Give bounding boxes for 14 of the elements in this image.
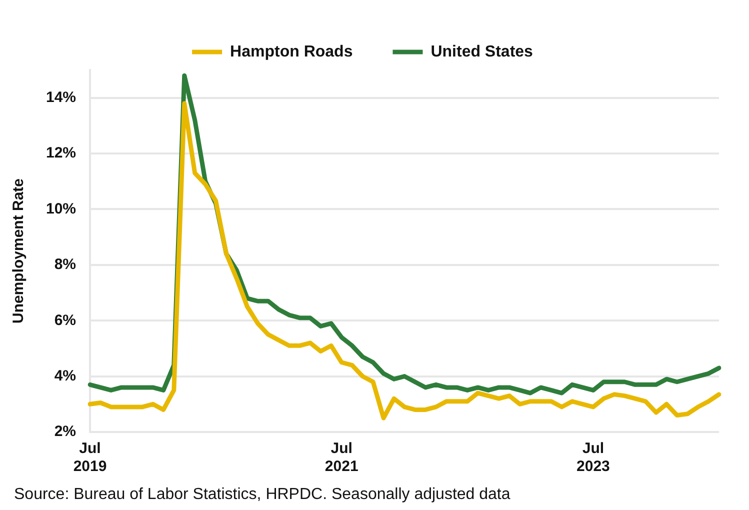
y-tick-label: 12% <box>46 144 76 162</box>
x-tick-label: Jul 2019 <box>73 440 107 476</box>
y-tick-label: 6% <box>54 312 76 329</box>
y-tick-label: 2% <box>54 423 76 440</box>
y-axis-title: Unemployment Rate <box>10 178 28 324</box>
y-tick-label: 8% <box>54 256 76 274</box>
x-tick-label: Jul 2023 <box>576 440 610 476</box>
y-tick-label: 14% <box>46 88 76 106</box>
legend-label: United States <box>430 43 534 60</box>
y-tick-label: 10% <box>46 200 76 218</box>
y-tick-label: 4% <box>54 367 76 384</box>
source-note: Source: Bureau of Labor Statistics, HRPDC. Seasonally adjusted data <box>14 486 510 504</box>
x-tick-label: Jul 2021 <box>324 440 358 476</box>
legend-label: Hampton Roads <box>230 43 353 60</box>
